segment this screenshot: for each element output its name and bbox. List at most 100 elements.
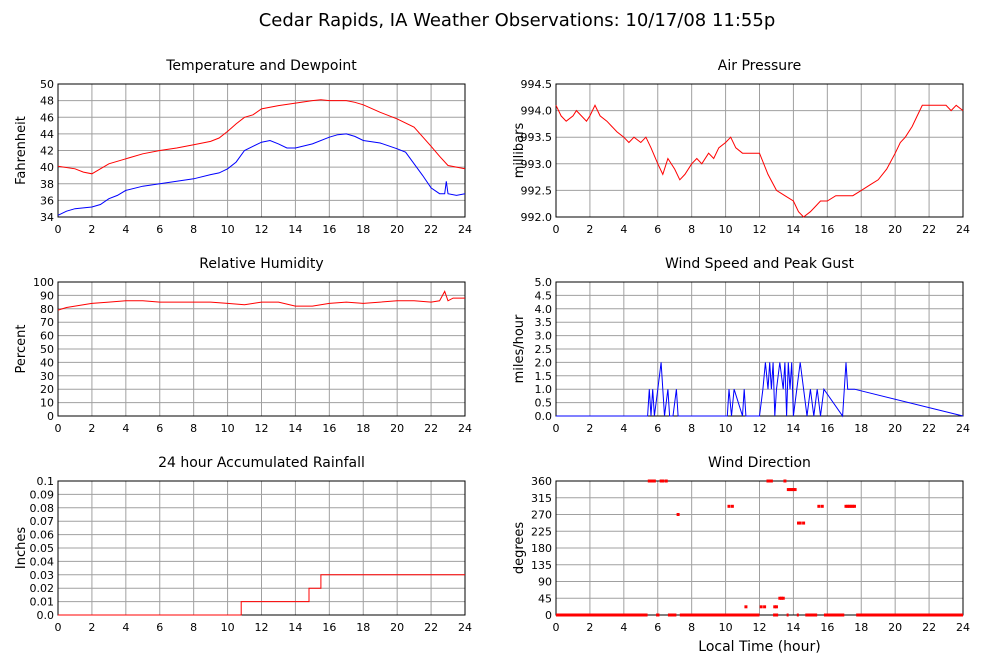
wind_dir-ylabel: degrees bbox=[512, 522, 527, 575]
pressure-frame bbox=[555, 83, 964, 218]
rain-xtick-label: 18 bbox=[356, 621, 370, 634]
wind_dir-point bbox=[651, 479, 655, 483]
pressure-ytick-label: 994.5 bbox=[521, 78, 553, 91]
wind_dir-point bbox=[852, 504, 856, 508]
wind_dir-ytick-label: 0 bbox=[545, 609, 552, 622]
wind_dir-point bbox=[844, 504, 848, 508]
pressure-xtick-label: 4 bbox=[620, 223, 627, 236]
wind_speed-ytick-label: 3.5 bbox=[535, 316, 553, 329]
humidity-ytick-label: 80 bbox=[40, 303, 54, 316]
pressure-xtick-label: 22 bbox=[922, 223, 936, 236]
pressure-ytick-label: 993.0 bbox=[521, 158, 553, 171]
pressure-ylabel: millibars bbox=[512, 123, 527, 179]
wind_dir-ytick-label: 45 bbox=[538, 592, 552, 605]
humidity-ylabel: Percent bbox=[14, 325, 29, 374]
page-title: Cedar Rapids, IA Weather Observations: 1… bbox=[259, 10, 776, 31]
rain-ytick-label: 0.09 bbox=[30, 488, 55, 501]
wind_dir-xtick-label: 14 bbox=[786, 621, 800, 634]
temp-ytick-label: 44 bbox=[40, 128, 54, 141]
wind_dir-point bbox=[798, 521, 802, 525]
wind_dir-point bbox=[766, 479, 770, 483]
pressure-xtick-label: 6 bbox=[654, 223, 661, 236]
wind_dir-point bbox=[768, 479, 772, 483]
wind_speed-xtick-label: 4 bbox=[620, 422, 627, 435]
wind_speed-ytick-label: 2.5 bbox=[535, 343, 553, 356]
wind_dir-point bbox=[849, 504, 853, 508]
wind_speed-ytick-label: 5.0 bbox=[535, 276, 553, 289]
wind_dir-xtick-label: 12 bbox=[753, 621, 767, 634]
rain-xtick-label: 14 bbox=[288, 621, 302, 634]
humidity-xtick-label: 16 bbox=[322, 422, 336, 435]
pressure-title: Air Pressure bbox=[718, 58, 801, 74]
wind_speed-ytick-label: 4.0 bbox=[535, 303, 553, 316]
wind_dir-ytick-label: 225 bbox=[531, 525, 552, 538]
rain-xtick-label: 12 bbox=[255, 621, 269, 634]
rain-ytick-label: 0.08 bbox=[30, 502, 55, 515]
pressure-xtick-label: 24 bbox=[956, 223, 970, 236]
humidity-xtick-label: 20 bbox=[390, 422, 404, 435]
pressure-xtick-label: 16 bbox=[820, 223, 834, 236]
temp-ytick-label: 42 bbox=[40, 145, 54, 158]
rain-xtick-label: 22 bbox=[424, 621, 438, 634]
wind_dir-ytick-label: 90 bbox=[538, 576, 552, 589]
wind_speed-xtick-label: 8 bbox=[688, 422, 695, 435]
wind_dir-point bbox=[773, 605, 777, 609]
wind_dir-point bbox=[774, 605, 778, 609]
temp-xtick-label: 10 bbox=[221, 223, 235, 236]
wind_dir-point bbox=[847, 504, 851, 508]
pressure-pressure-line bbox=[555, 104, 964, 218]
humidity-xtick-label: 22 bbox=[424, 422, 438, 435]
wind_dir-zero-points bbox=[556, 613, 648, 617]
temp-ytick-label: 48 bbox=[40, 95, 54, 108]
wind_dir-xtick-label: 22 bbox=[922, 621, 936, 634]
rain-ytick-label: 0.0 bbox=[37, 609, 55, 622]
wind_dir-zero-points bbox=[786, 613, 789, 617]
temp-xtick-label: 22 bbox=[424, 223, 438, 236]
wind_speed-xtick-label: 12 bbox=[753, 422, 767, 435]
wind_dir-ytick-label: 180 bbox=[531, 542, 552, 555]
wind_dir-xtick-label: 0 bbox=[553, 621, 560, 634]
wind_speed-xtick-label: 2 bbox=[586, 422, 593, 435]
pressure-ytick-label: 993.5 bbox=[521, 131, 553, 144]
wind_dir-point bbox=[790, 488, 794, 492]
temp-ytick-label: 50 bbox=[40, 78, 54, 91]
wind_speed-speed-line bbox=[556, 362, 964, 418]
wind_dir-zero-points bbox=[796, 613, 799, 617]
wind_dir-point bbox=[786, 488, 790, 492]
pressure-xtick-label: 2 bbox=[586, 223, 593, 236]
temp-xtick-label: 14 bbox=[288, 223, 302, 236]
rain-xtick-label: 8 bbox=[190, 621, 197, 634]
rain-ytick-label: 0.06 bbox=[30, 529, 55, 542]
wind_dir-xtick-label: 6 bbox=[654, 621, 661, 634]
temp-title: Temperature and Dewpoint bbox=[165, 58, 357, 74]
wind_dir-point bbox=[664, 479, 668, 483]
temp-ytick-label: 38 bbox=[40, 178, 54, 191]
rain-ytick-label: 0.04 bbox=[30, 555, 55, 568]
temp-xtick-label: 12 bbox=[255, 223, 269, 236]
wind_dir-point bbox=[730, 504, 734, 508]
wind_speed-xtick-label: 18 bbox=[854, 422, 868, 435]
rain-ytick-label: 0.01 bbox=[30, 596, 55, 609]
humidity-xtick-label: 12 bbox=[255, 422, 269, 435]
wind_dir-point bbox=[791, 488, 795, 492]
temp-dewpoint-line bbox=[57, 133, 466, 216]
pressure-xtick-label: 20 bbox=[888, 223, 902, 236]
humidity-ytick-label: 10 bbox=[40, 397, 54, 410]
wind_dir-point bbox=[851, 504, 855, 508]
pressure-xtick-label: 14 bbox=[786, 223, 800, 236]
humidity-ytick-label: 60 bbox=[40, 330, 54, 343]
wind_dir-ytick-label: 270 bbox=[531, 509, 552, 522]
humidity-xtick-label: 8 bbox=[190, 422, 197, 435]
temp-ytick-label: 40 bbox=[40, 161, 54, 174]
wind_speed-xtick-label: 24 bbox=[956, 422, 970, 435]
wind_speed-ytick-label: 1.0 bbox=[535, 383, 553, 396]
wind_speed-title: Wind Speed and Peak Gust bbox=[665, 256, 854, 272]
wind_dir-point bbox=[649, 479, 653, 483]
wind_dir-point bbox=[820, 504, 824, 508]
wind_dir-point bbox=[676, 513, 680, 516]
wind_dir-xtick-label: 8 bbox=[688, 621, 695, 634]
wind_speed-ytick-label: 3.0 bbox=[535, 330, 553, 343]
pressure-ytick-label: 994.0 bbox=[521, 105, 553, 118]
wind_dir-xtick-label: 20 bbox=[888, 621, 902, 634]
